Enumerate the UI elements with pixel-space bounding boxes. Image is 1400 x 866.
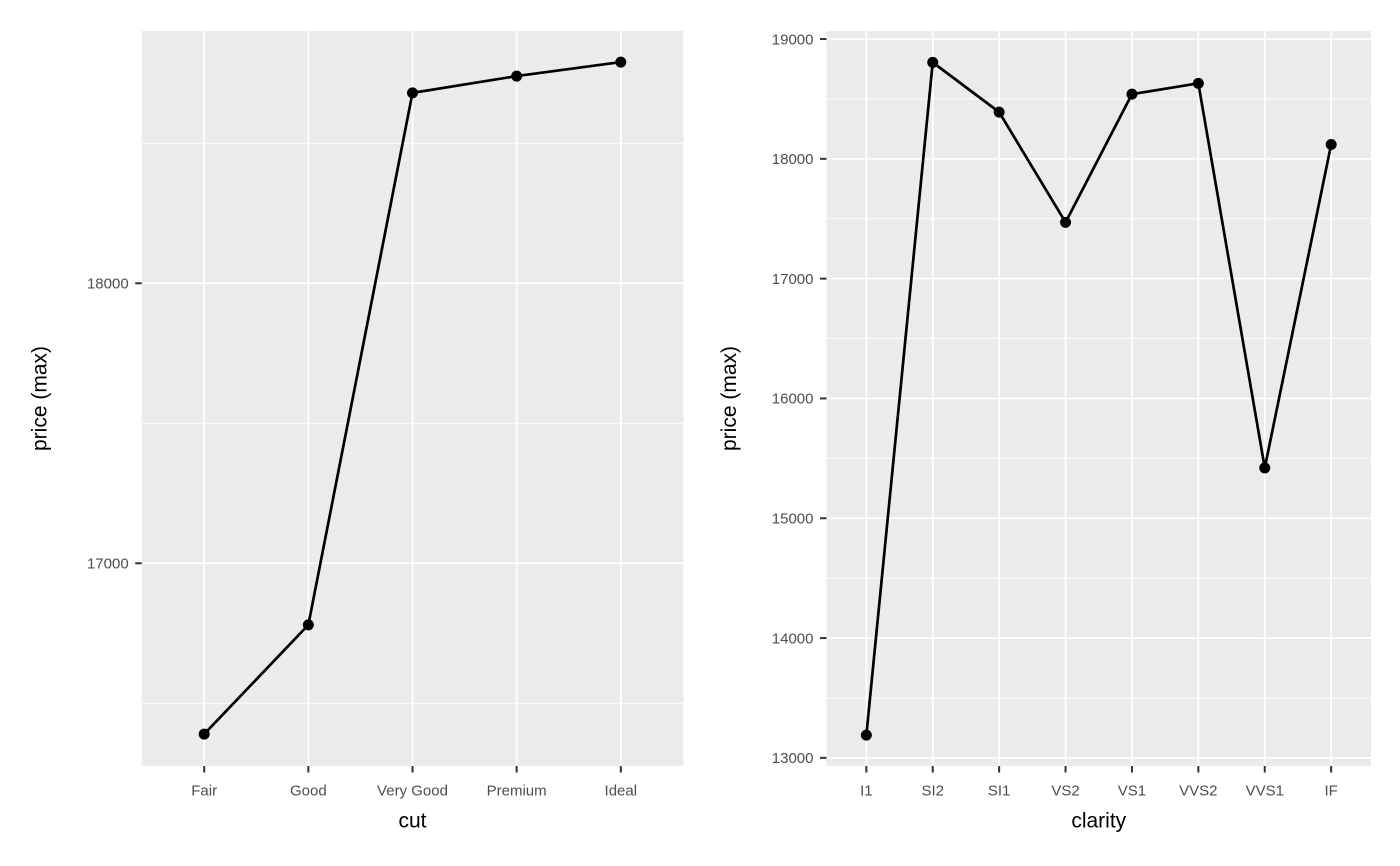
data-point <box>198 728 210 740</box>
y-tick-label: 17000 <box>772 271 814 288</box>
x-tick-label: VS1 <box>1118 782 1146 799</box>
y-tick-label: 18000 <box>772 151 814 168</box>
data-point <box>1325 138 1337 150</box>
y-axis-title: price (max) <box>28 346 51 451</box>
data-point <box>1259 462 1271 474</box>
y-tick-label: 16000 <box>772 391 814 408</box>
x-tick-label: VVS2 <box>1179 782 1217 799</box>
x-tick-label: Fair <box>191 782 217 799</box>
y-tick-label: 15000 <box>772 510 814 527</box>
x-tick-label: SI1 <box>988 782 1011 799</box>
y-tick-label: 14000 <box>772 630 814 647</box>
data-point <box>927 56 939 68</box>
x-tick-label: Premium <box>487 782 547 799</box>
x-tick-label: Very Good <box>377 782 448 799</box>
x-tick-label: SI2 <box>921 782 944 799</box>
y-tick-label: 19000 <box>772 31 814 48</box>
data-line <box>864 61 1333 736</box>
y-tick-label: 17000 <box>87 556 129 573</box>
y-tick-label: 13000 <box>772 750 814 767</box>
data-point <box>407 87 418 99</box>
x-axis-title: cut <box>398 809 426 832</box>
x-axis-title: clarity <box>1071 809 1126 832</box>
data-point <box>993 106 1005 118</box>
price-by-clarity-chart: 13000 14000 15000 16000 17000 18000 19000 I1 SI2… <box>718 31 1371 832</box>
x-tick-label: I1 <box>860 782 873 799</box>
x-tick-label: IF <box>1324 782 1337 799</box>
data-point <box>860 729 872 741</box>
data-point <box>511 70 523 82</box>
x-tick-label: VS2 <box>1051 782 1079 799</box>
data-point <box>1126 88 1138 100</box>
x-tick-label: VVS1 <box>1246 782 1284 799</box>
data-point <box>1060 216 1072 228</box>
y-tick-label: 18000 <box>87 276 129 293</box>
data-point <box>615 56 627 68</box>
price-by-cut-chart: 17000 18000 Fair Good Very Good Premium Ideal c… <box>28 31 684 832</box>
data-point <box>302 619 314 631</box>
data-point <box>1192 77 1204 89</box>
x-tick-label: Good <box>290 782 327 799</box>
x-tick-label: Ideal <box>605 782 638 799</box>
y-axis-title: price (max) <box>718 346 741 451</box>
